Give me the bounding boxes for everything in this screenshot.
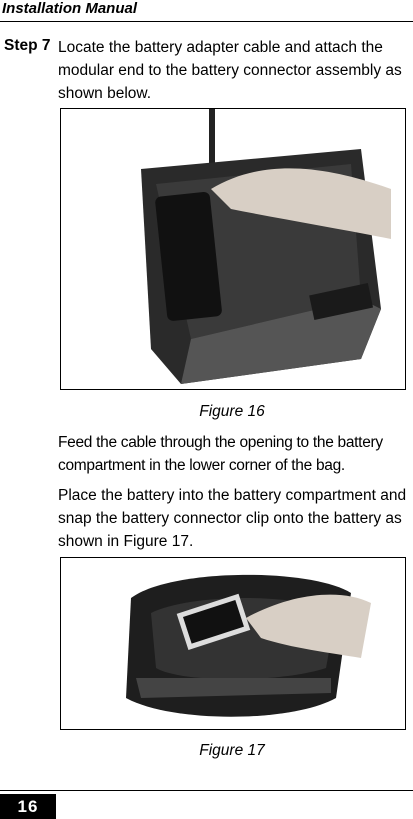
step-text: Locate the battery adapter cable and att… <box>58 39 402 102</box>
header-rule <box>0 21 413 22</box>
page-number: 16 <box>0 794 56 819</box>
paragraph: Feed the cable through the opening to th… <box>58 434 383 474</box>
figure-caption: Figure 17 <box>199 742 265 759</box>
step-label: Step 7 <box>4 37 51 54</box>
paragraph: Place the battery into the battery compa… <box>58 487 407 550</box>
figure-caption: Figure 16 <box>199 403 265 420</box>
photo-illustration <box>141 109 391 384</box>
photo-illustration <box>126 574 371 717</box>
figure-photo <box>60 557 406 730</box>
header-title: Installation Manual <box>2 0 138 17</box>
footer-rule <box>0 790 413 791</box>
figure-photo <box>60 108 406 390</box>
